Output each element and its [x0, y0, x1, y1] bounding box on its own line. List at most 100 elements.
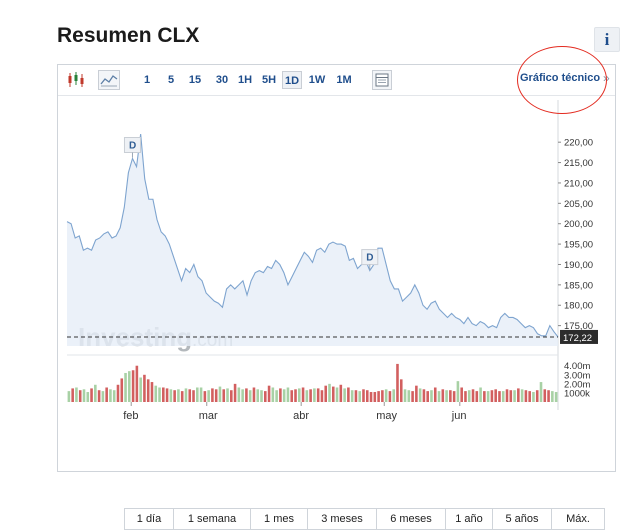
dividend-marker-label: D [129, 140, 136, 151]
volume-bar [437, 391, 441, 402]
volume-bar [358, 391, 361, 402]
timeframe-1h[interactable]: 1H [237, 74, 253, 86]
timeframe-1m[interactable]: 1M [336, 74, 352, 86]
volume-bar [230, 390, 233, 402]
y-tick-label: 195,00 [564, 240, 593, 251]
volume-bar [97, 390, 101, 402]
volume-bar [339, 384, 343, 402]
range-6[interactable]: 5 años [493, 509, 552, 529]
volume-bar [264, 391, 267, 402]
dividend-marker: D [123, 136, 141, 158]
volume-bar [309, 389, 312, 402]
volume-bar [335, 387, 339, 402]
timeframe-30[interactable]: 30 [215, 74, 229, 86]
volume-bar [252, 387, 256, 402]
volume-bar [547, 390, 550, 402]
volume-tick-label: 1000k [564, 388, 590, 399]
volume-bar [513, 390, 516, 402]
volume-bar [467, 390, 471, 402]
x-tick-label: feb [123, 410, 138, 422]
y-tick-label: 210,00 [564, 178, 593, 189]
volume-bar [483, 391, 486, 402]
volume-bar [524, 390, 528, 402]
volume-bar [532, 392, 535, 402]
volume-bar [384, 389, 388, 402]
volume-bar [464, 391, 467, 402]
volume-bar [94, 384, 97, 402]
technical-chart-link[interactable]: Gráfico técnico [520, 72, 601, 84]
area-chart-icon[interactable] [98, 70, 120, 90]
volume-bar [146, 379, 150, 402]
volume-bar [320, 390, 324, 402]
volume-bar [331, 386, 335, 402]
volume-bar [184, 388, 188, 402]
price-chart[interactable]: 220,00 215,00 210,00 205,00 200,00 195,00 190,… [58, 65, 615, 441]
timeframe-1w[interactable]: 1W [308, 74, 326, 86]
candlestick-icon[interactable] [66, 70, 86, 90]
volume-bar [456, 381, 460, 402]
dividend-marker-label: D [366, 253, 373, 264]
timeframe-15[interactable]: 15 [188, 74, 202, 86]
volume-bar [124, 372, 127, 402]
range-1[interactable]: 1 semana [174, 509, 251, 529]
range-3[interactable]: 3 meses [308, 509, 377, 529]
dividend-marker: D [361, 249, 379, 270]
volume-bar [347, 387, 350, 402]
volume-bar [86, 392, 90, 402]
volume-bar [441, 389, 445, 402]
y-tick-label: 220,00 [564, 138, 593, 149]
volume-bar [162, 387, 165, 402]
volume-bar [415, 385, 418, 402]
volume-bar [433, 387, 437, 402]
volume-bar [471, 389, 475, 402]
volume-bar [203, 391, 207, 402]
volume-bar [403, 389, 407, 402]
volume-bar [128, 371, 131, 402]
volume-bar [222, 389, 226, 402]
range-7[interactable]: Máx. [566, 513, 590, 525]
volume-bar [211, 388, 214, 402]
volume-bar [396, 363, 399, 402]
volume-bar [169, 389, 173, 402]
volume-bar [286, 387, 290, 402]
x-tick-label: abr [293, 410, 309, 422]
volume-bar [365, 390, 369, 402]
range-selector: 1 día 1 semana 1 mes 3 meses 6 meses 1 año 5 a… [124, 508, 605, 530]
volume-bar [343, 388, 346, 402]
volume-bar [75, 387, 78, 402]
volume-bar [328, 383, 331, 402]
x-tick-label: jun [451, 410, 467, 422]
table-icon[interactable] [372, 70, 392, 90]
volume-bar [350, 390, 354, 402]
volume-bar [188, 389, 192, 402]
chart-panel: 1 5 15 30 1H 5H 1D 1W 1M Gráfico técnico » 220,0… [57, 64, 616, 530]
range-0[interactable]: 1 día [125, 509, 174, 529]
range-5[interactable]: 1 año [446, 509, 493, 529]
volume-bar [275, 390, 278, 402]
y-tick-label: 205,00 [564, 199, 593, 210]
y-tick-label: 175,00 [564, 321, 593, 332]
last-price-label: 172,22 [563, 333, 592, 344]
volume-bar [445, 390, 448, 402]
volume-bar [196, 387, 199, 402]
timeframe-5[interactable]: 5 [167, 74, 175, 86]
volume-bar [377, 391, 380, 402]
volume-bar [271, 387, 275, 402]
volume-bar [71, 388, 74, 402]
chart-toolbar: 1 5 15 30 1H 5H 1D 1W 1M Gráfico técnico » [58, 65, 615, 96]
dividend-marker-box [361, 249, 379, 266]
volume-bar [101, 391, 105, 402]
last-price-badge [560, 329, 598, 344]
volume-bar [452, 391, 456, 402]
volume-bar [237, 387, 241, 402]
info-icon[interactable]: i [594, 27, 620, 52]
volume-bar [520, 389, 524, 402]
range-2[interactable]: 1 mes [251, 509, 308, 529]
volume-bar [501, 391, 505, 402]
timeframe-1[interactable]: 1 [143, 74, 151, 86]
volume-bar [241, 389, 244, 402]
timeframe-1d[interactable]: 1D [282, 71, 302, 89]
price-line [66, 133, 559, 338]
range-4[interactable]: 6 meses [377, 509, 446, 529]
timeframe-5h[interactable]: 5H [261, 74, 277, 86]
